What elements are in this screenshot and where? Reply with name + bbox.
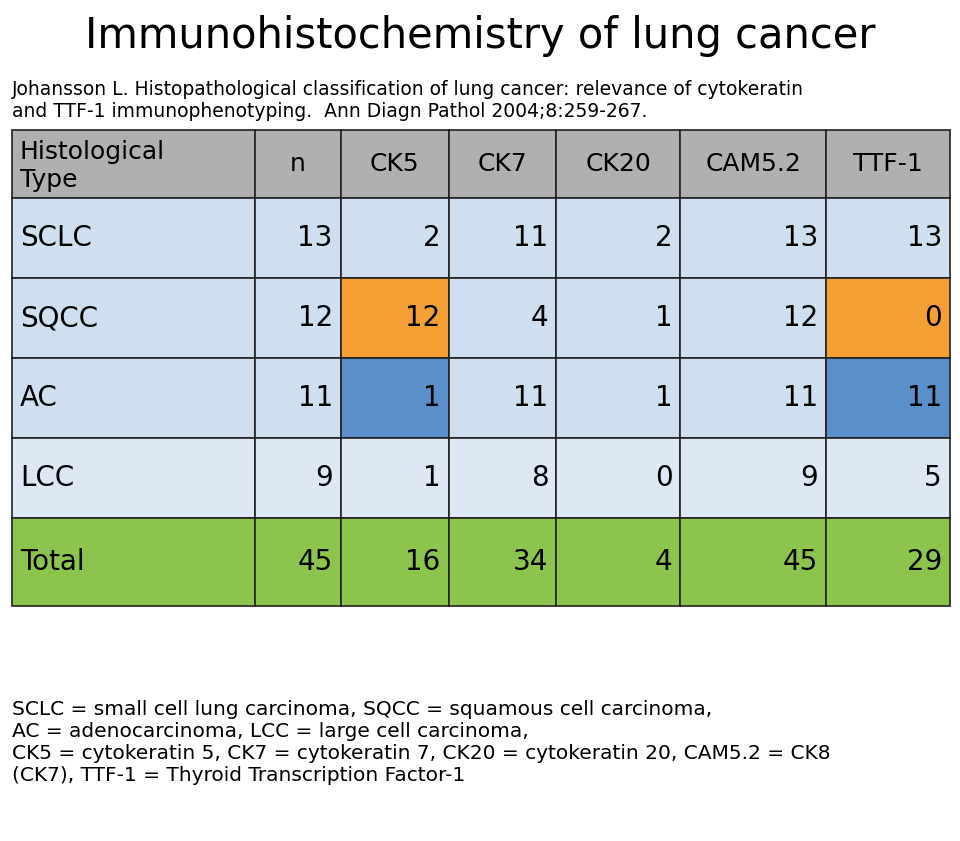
Text: 11: 11	[514, 384, 548, 412]
Text: 11: 11	[298, 384, 333, 412]
Text: CK5: CK5	[370, 152, 420, 176]
Text: 34: 34	[513, 548, 548, 576]
Text: 11: 11	[907, 384, 942, 412]
Text: CK20: CK20	[586, 152, 651, 176]
Bar	[557, 278, 681, 358]
Text: 2: 2	[655, 224, 672, 252]
Bar	[448, 438, 557, 518]
Bar	[341, 358, 448, 438]
Text: AC: AC	[20, 384, 58, 412]
Bar	[557, 198, 681, 278]
Text: 1: 1	[655, 384, 672, 412]
Text: LCC: LCC	[20, 464, 74, 492]
Text: 0: 0	[655, 464, 672, 492]
Bar	[12, 358, 254, 438]
Text: 0: 0	[924, 304, 942, 332]
Bar	[681, 518, 826, 606]
Text: 12: 12	[782, 304, 818, 332]
Text: n: n	[290, 152, 305, 176]
Bar	[254, 438, 341, 518]
Bar	[557, 518, 681, 606]
Bar	[826, 198, 950, 278]
Bar	[341, 438, 448, 518]
Bar	[826, 518, 950, 606]
Text: 1: 1	[423, 464, 441, 492]
Text: 13: 13	[782, 224, 818, 252]
Text: 4: 4	[655, 548, 672, 576]
Bar	[448, 518, 557, 606]
Bar	[448, 278, 557, 358]
Bar	[448, 130, 557, 198]
Text: 9: 9	[801, 464, 818, 492]
Bar	[826, 130, 950, 198]
Text: 11: 11	[782, 384, 818, 412]
Text: 9: 9	[315, 464, 333, 492]
Bar	[681, 198, 826, 278]
Bar	[12, 130, 254, 198]
Text: 29: 29	[906, 548, 942, 576]
Bar	[12, 278, 254, 358]
Bar	[557, 130, 681, 198]
Text: SQCC: SQCC	[20, 304, 98, 332]
Text: 45: 45	[782, 548, 818, 576]
Bar	[681, 130, 826, 198]
Bar	[12, 198, 254, 278]
Bar	[341, 130, 448, 198]
Text: 8: 8	[531, 464, 548, 492]
Text: 5: 5	[924, 464, 942, 492]
Bar	[12, 518, 254, 606]
Bar	[254, 358, 341, 438]
Text: 13: 13	[298, 224, 333, 252]
Text: 1: 1	[655, 304, 672, 332]
Text: SCLC: SCLC	[20, 224, 92, 252]
Text: CK7: CK7	[478, 152, 527, 176]
Text: Immunohistochemistry of lung cancer: Immunohistochemistry of lung cancer	[84, 15, 876, 57]
Text: 13: 13	[906, 224, 942, 252]
Text: 1: 1	[423, 384, 441, 412]
Bar	[557, 358, 681, 438]
Text: 12: 12	[405, 304, 441, 332]
Text: 2: 2	[423, 224, 441, 252]
Bar	[826, 438, 950, 518]
Bar	[254, 518, 341, 606]
Text: 4: 4	[531, 304, 548, 332]
Text: SCLC = small cell lung carcinoma, SQCC = squamous cell carcinoma,
AC = adenocarc: SCLC = small cell lung carcinoma, SQCC =…	[12, 700, 830, 785]
Text: TTF-1: TTF-1	[853, 152, 923, 176]
Text: 11: 11	[514, 224, 548, 252]
Bar	[341, 278, 448, 358]
Bar	[826, 358, 950, 438]
Text: 12: 12	[298, 304, 333, 332]
Text: Total: Total	[20, 548, 84, 576]
Bar	[12, 438, 254, 518]
Bar	[681, 438, 826, 518]
Bar	[254, 198, 341, 278]
Bar	[826, 278, 950, 358]
Text: Johansson L. Histopathological classification of lung cancer: relevance of cytok: Johansson L. Histopathological classific…	[12, 80, 804, 121]
Bar	[341, 198, 448, 278]
Text: CAM5.2: CAM5.2	[706, 152, 802, 176]
Text: 16: 16	[405, 548, 441, 576]
Bar	[448, 198, 557, 278]
Bar	[681, 278, 826, 358]
Bar	[448, 358, 557, 438]
Bar	[681, 358, 826, 438]
Bar	[557, 438, 681, 518]
Bar	[341, 518, 448, 606]
Text: 45: 45	[298, 548, 333, 576]
Bar	[254, 130, 341, 198]
Text: Histological
Type: Histological Type	[20, 140, 165, 192]
Bar	[254, 278, 341, 358]
